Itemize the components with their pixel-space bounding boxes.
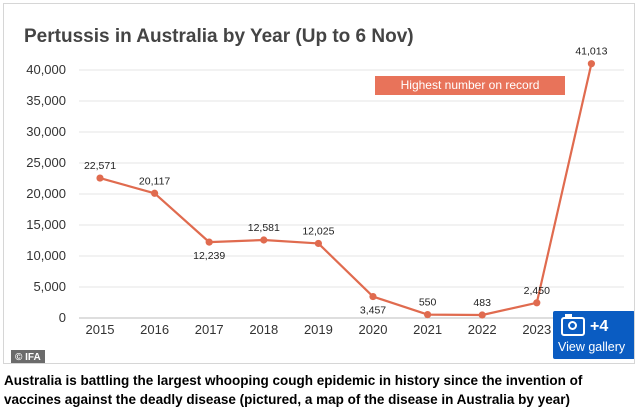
y-tick-label: 40,000 — [26, 62, 66, 77]
camera-icon — [561, 314, 585, 336]
x-tick-label: 2020 — [359, 322, 388, 337]
y-tick-label: 30,000 — [26, 124, 66, 139]
data-label: 483 — [473, 297, 491, 309]
y-tick-label: 0 — [59, 310, 66, 325]
record-annotation: Highest number on record — [375, 76, 565, 95]
x-tick-label: 2021 — [413, 322, 442, 337]
data-point — [533, 299, 541, 307]
data-point — [424, 310, 432, 319]
y-tick-label: 35,000 — [26, 93, 66, 108]
data-label: 12,025 — [302, 225, 334, 237]
image-caption: Australia is battling the largest whoopi… — [4, 373, 583, 407]
data-label: 3,457 — [360, 305, 386, 317]
gallery-label: View gallery — [558, 340, 626, 354]
x-tick-label: 2016 — [140, 322, 169, 337]
data-label: 2,450 — [524, 285, 550, 297]
x-tick-label: 2019 — [304, 322, 333, 337]
data-point — [260, 236, 268, 244]
image-credit: © IFA — [11, 350, 45, 363]
y-tick-label: 5,000 — [33, 279, 66, 294]
x-tick-label: 2017 — [195, 322, 224, 337]
data-label: 12,239 — [193, 250, 225, 262]
gallery-count: +4 — [590, 317, 609, 335]
data-label: 550 — [419, 297, 437, 309]
y-tick-label: 25,000 — [26, 155, 66, 170]
data-label: 12,581 — [248, 222, 280, 234]
data-point — [587, 60, 596, 68]
data-point — [369, 292, 377, 301]
x-tick-label: 2022 — [468, 322, 497, 337]
x-tick-label: 2015 — [86, 322, 115, 337]
data-label: 22,571 — [84, 160, 116, 172]
line-chart: 0 5,000 10,000 15,000 20,000 25,000 30,000 35,0… — [26, 46, 624, 337]
data-point — [478, 311, 486, 319]
view-gallery-button[interactable]: +4 View gallery — [553, 311, 634, 359]
data-point — [96, 174, 104, 182]
chart-title: Pertussis in Australia by Year (Up to 6 … — [24, 26, 414, 47]
data-point — [205, 238, 213, 246]
series-line — [99, 63, 593, 317]
y-tick-label: 10,000 — [26, 248, 66, 263]
data-point — [314, 239, 322, 248]
x-tick-label: 2018 — [249, 322, 278, 337]
data-point — [151, 189, 159, 197]
y-tick-label: 15,000 — [26, 217, 66, 232]
data-label: 20,117 — [139, 175, 170, 187]
data-label: 41,013 — [575, 46, 607, 58]
x-tick-label: 2023 — [522, 322, 551, 337]
gallery-header: +4 — [561, 314, 609, 336]
chart-panel: Pertussis in Australia by Year (Up to 6 … — [3, 3, 635, 364]
y-tick-label: 20,000 — [26, 186, 66, 201]
